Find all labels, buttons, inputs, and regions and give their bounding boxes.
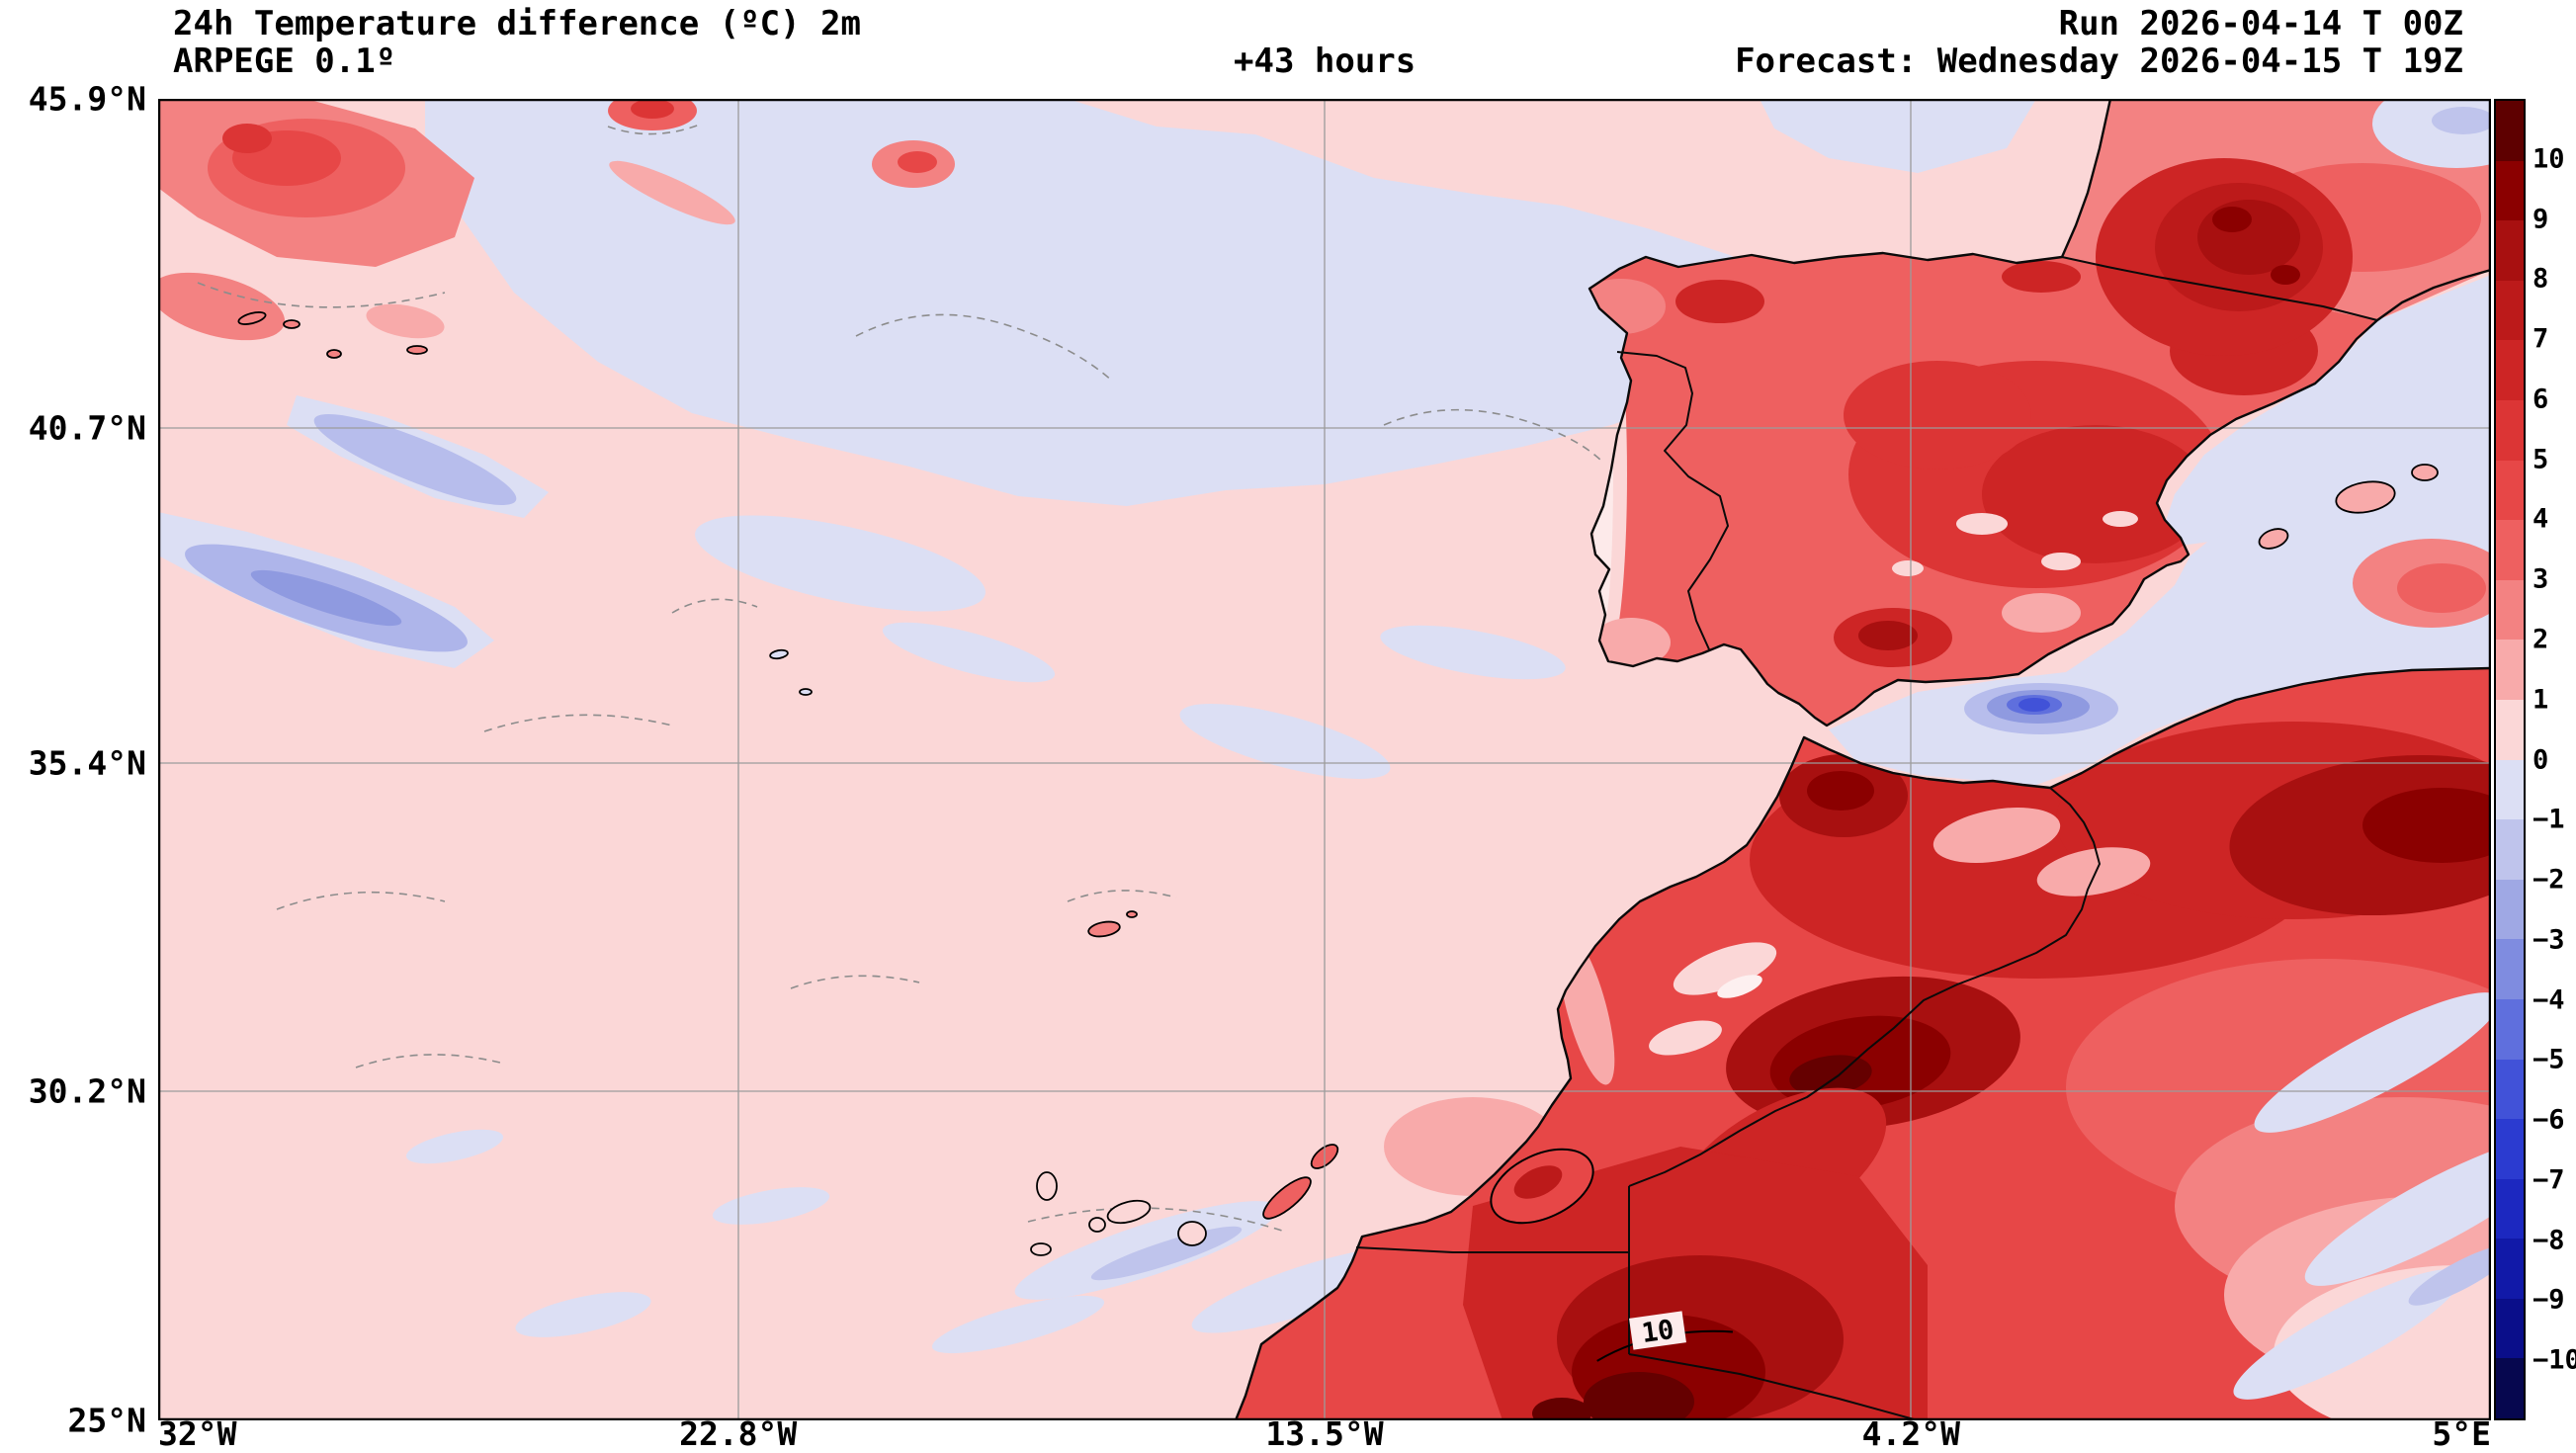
colorbar-tick-label: 10 <box>2533 143 2565 175</box>
contour-value-label: 10 <box>1640 1315 1676 1349</box>
colorbar-tick-label: 8 <box>2533 263 2549 295</box>
colorbar-band <box>2496 1358 2524 1419</box>
colorbar-band <box>2496 340 2524 400</box>
colorbar-tick-label: −8 <box>2533 1225 2565 1256</box>
colorbar-band <box>2496 879 2524 940</box>
y-tick-label: 45.9°N <box>28 79 146 119</box>
colorbar-band <box>2496 399 2524 461</box>
colorbar-tick-label: 0 <box>2533 744 2549 775</box>
map-svg: 10 <box>149 91 2511 1422</box>
colorbar-labels: 10 9 8 7 6 5 4 3 2 1 0 −1 −2 −3 −4 −5 −6 −7 −8 −9 −10 <box>2533 99 2576 1420</box>
colorbar-band <box>2496 101 2524 161</box>
y-tick-label: 40.7°N <box>28 408 146 448</box>
y-tick-label: 30.2°N <box>28 1071 146 1111</box>
x-tick-label: 5°E <box>2432 1414 2491 1453</box>
colorbar-tick-label: −2 <box>2533 864 2565 896</box>
colorbar-tick-label: −3 <box>2533 924 2565 956</box>
plot-frame <box>157 98 2492 1421</box>
coastline-layer <box>1234 97 2493 1422</box>
colorbar-band <box>2496 1298 2524 1359</box>
colorbar-tick-label: −10 <box>2533 1344 2576 1376</box>
colorbar-tick-label: 5 <box>2533 444 2549 475</box>
map-plot: 10 <box>149 91 2511 1422</box>
colorbar-band <box>2496 520 2524 580</box>
colorbar-band <box>2496 699 2524 760</box>
colorbar-band <box>2496 939 2524 999</box>
colorbar-band <box>2496 759 2524 820</box>
colorbar-tick-label: −6 <box>2533 1104 2565 1136</box>
colorbar-tick-label: −9 <box>2533 1284 2565 1316</box>
colorbar-tick-label: 7 <box>2533 323 2549 355</box>
y-tick-label: 25°N <box>67 1401 146 1440</box>
run-label: Run 2026-04-14 T 00Z <box>2058 4 2463 43</box>
colorbar-tick-label: 1 <box>2533 684 2549 716</box>
x-tick-label: 22.8°W <box>679 1414 798 1453</box>
y-axis: 45.9°N 40.7°N 35.4°N 30.2°N 25°N <box>0 0 150 1448</box>
colorbar-tick-label: −5 <box>2533 1044 2565 1075</box>
x-tick-label: 32°W <box>158 1414 237 1453</box>
colorbar-band <box>2496 1059 2524 1120</box>
y-tick-label: 35.4°N <box>28 743 146 783</box>
x-tick-label: 4.2°W <box>1861 1414 1960 1453</box>
colorbar-tick-label: −4 <box>2533 984 2565 1016</box>
gridlines <box>158 99 2491 1420</box>
colorbar-band <box>2496 220 2524 281</box>
colorbar-band <box>2496 819 2524 880</box>
colorbar-tick-label: 4 <box>2533 503 2549 535</box>
colorbar-band <box>2496 1239 2524 1299</box>
border-layer <box>1355 256 2378 1421</box>
model-label: ARPEGE 0.1º <box>173 42 396 81</box>
colorbar-band <box>2496 460 2524 521</box>
chart-title: 24h Temperature difference (ºC) 2m <box>173 4 861 43</box>
ocean-negative-anomaly-layer <box>158 99 2491 1354</box>
colorbar-tick-label: −1 <box>2533 804 2565 835</box>
colorbar-tick-label: 9 <box>2533 204 2549 235</box>
colorbar-band <box>2496 1119 2524 1179</box>
colorbar <box>2494 99 2526 1420</box>
colorbar-band <box>2496 1178 2524 1239</box>
forecast-label: Forecast: Wednesday 2026-04-15 T 19Z <box>1735 42 2463 81</box>
colorbar-tick-label: 3 <box>2533 563 2549 595</box>
x-tick-label: 13.5°W <box>1265 1414 1384 1453</box>
colorbar-band <box>2496 579 2524 641</box>
africa-anomaly-layer <box>1463 722 2491 1420</box>
colorbar-tick-label: 6 <box>2533 384 2549 415</box>
colorbar-band <box>2496 998 2524 1060</box>
dashed-contour-layer <box>197 124 1760 1233</box>
colorbar-band <box>2496 160 2524 221</box>
colorbar-tick-label: 2 <box>2533 624 2549 655</box>
lead-time-label: +43 hours <box>1234 42 1417 81</box>
colorbar-band <box>2496 640 2524 700</box>
pyrenees-dark-warming <box>2096 158 2353 356</box>
colorbar-tick-label: −7 <box>2533 1164 2565 1196</box>
colorbar-band <box>2496 280 2524 341</box>
sea-detail-layer <box>1490 683 2118 1225</box>
contour-label-10-group: 10 <box>1596 1311 1734 1362</box>
